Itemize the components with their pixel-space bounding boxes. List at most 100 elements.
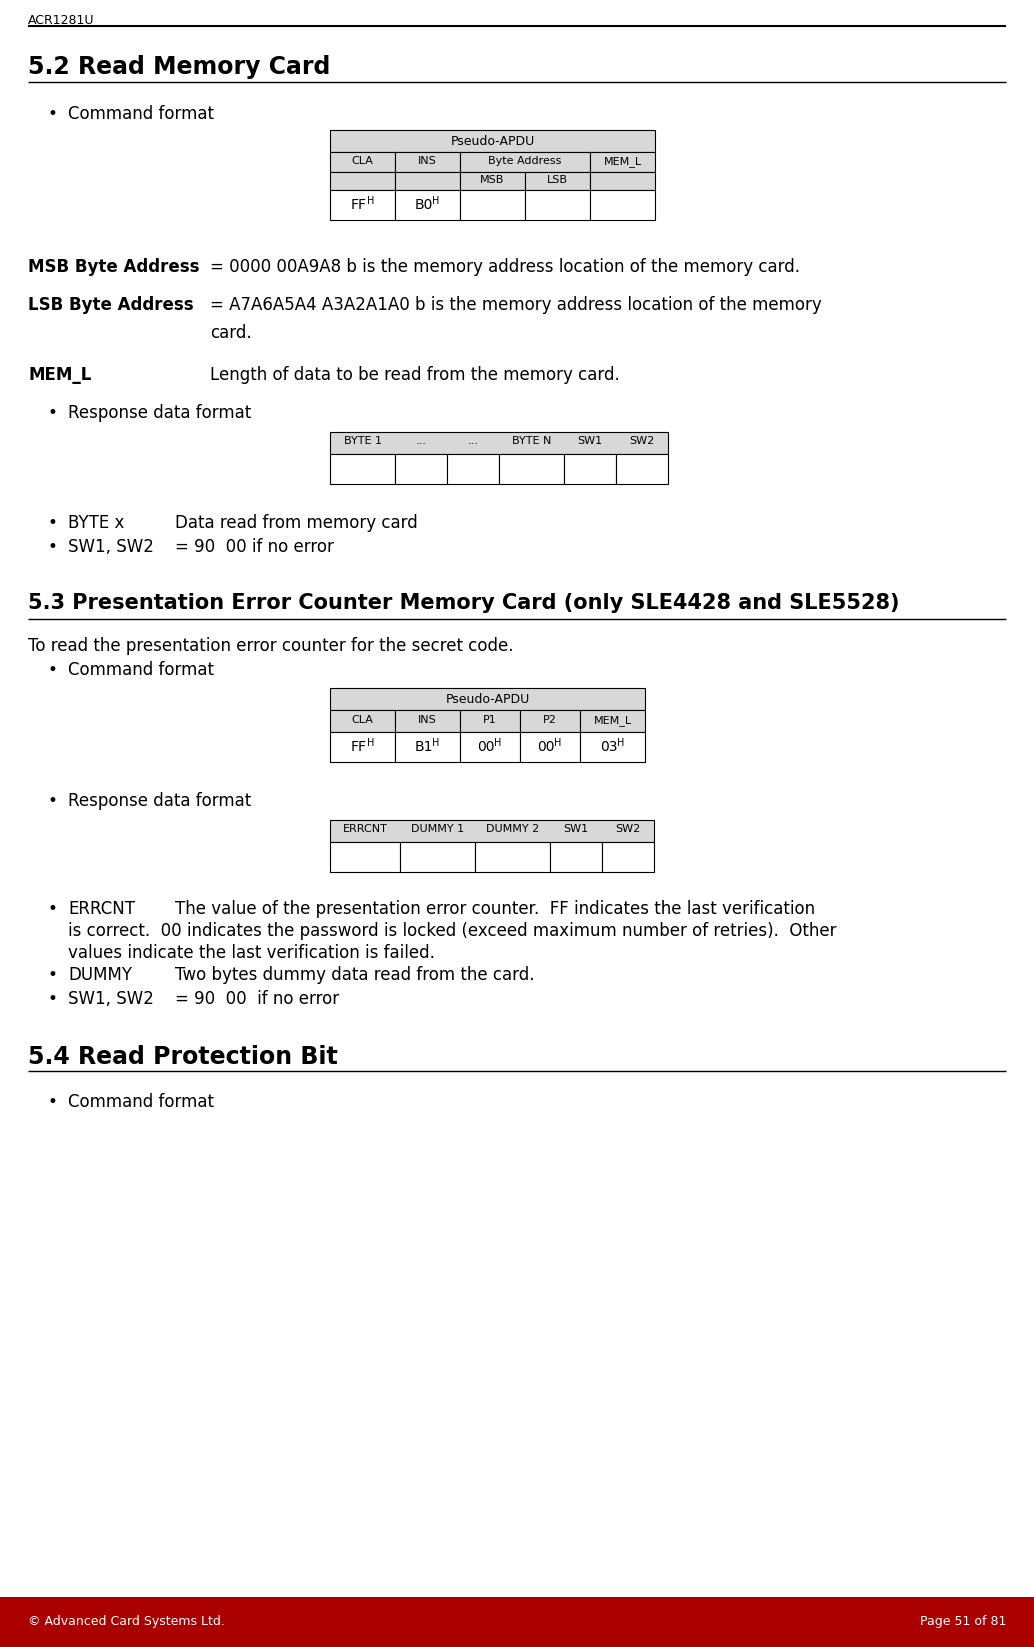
Text: •: •: [48, 514, 58, 532]
Text: © Advanced Card Systems Ltd.: © Advanced Card Systems Ltd.: [28, 1616, 224, 1629]
Text: ACR1281U: ACR1281U: [28, 15, 94, 26]
Text: H: H: [617, 738, 625, 748]
Text: Response data format: Response data format: [68, 792, 251, 810]
Bar: [564, 455, 616, 484]
Text: The value of the presentation error counter.  FF indicates the last verification: The value of the presentation error coun…: [175, 899, 815, 917]
Bar: [400, 842, 475, 871]
Bar: [520, 710, 580, 731]
Bar: [460, 171, 525, 189]
Bar: [590, 171, 655, 189]
Text: DUMMY 2: DUMMY 2: [486, 824, 539, 833]
Text: •: •: [48, 105, 58, 124]
Text: SW2: SW2: [630, 436, 655, 446]
Bar: [550, 842, 602, 871]
Text: H: H: [554, 738, 561, 748]
Bar: [395, 189, 460, 221]
Bar: [460, 152, 590, 171]
Text: B0: B0: [415, 198, 432, 212]
Text: ERRCNT: ERRCNT: [68, 899, 135, 917]
Bar: [460, 731, 520, 763]
Bar: [602, 842, 653, 871]
Text: 00: 00: [478, 740, 494, 754]
Bar: [330, 130, 655, 152]
Text: •: •: [48, 404, 58, 422]
Bar: [330, 455, 395, 484]
Text: 5.4 Read Protection Bit: 5.4 Read Protection Bit: [28, 1044, 338, 1069]
Bar: [580, 710, 645, 731]
Text: Command format: Command format: [68, 660, 214, 679]
Bar: [395, 731, 460, 763]
Bar: [330, 842, 400, 871]
Text: card.: card.: [210, 324, 251, 343]
Text: Length of data to be read from the memory card.: Length of data to be read from the memor…: [210, 366, 619, 384]
Text: Data read from memory card: Data read from memory card: [175, 514, 418, 532]
Bar: [460, 710, 520, 731]
Text: H: H: [494, 738, 501, 748]
Text: MEM_L: MEM_L: [604, 156, 641, 166]
Bar: [330, 820, 653, 842]
Text: FF: FF: [351, 740, 366, 754]
Text: 5.3 Presentation Error Counter Memory Card (only SLE4428 and SLE5528): 5.3 Presentation Error Counter Memory Ca…: [28, 593, 900, 613]
Text: CLA: CLA: [352, 715, 373, 725]
Text: Two bytes dummy data read from the card.: Two bytes dummy data read from the card.: [175, 967, 535, 983]
Text: LSB Byte Address: LSB Byte Address: [28, 296, 193, 315]
Text: MEM_L: MEM_L: [594, 715, 632, 726]
Bar: [616, 455, 668, 484]
Text: Pseudo-APDU: Pseudo-APDU: [446, 693, 529, 707]
Bar: [330, 688, 645, 710]
Text: 03: 03: [600, 740, 617, 754]
Text: •: •: [48, 539, 58, 557]
Text: H: H: [432, 738, 439, 748]
Bar: [395, 152, 460, 171]
Text: •: •: [48, 1094, 58, 1112]
Text: SW2: SW2: [615, 824, 641, 833]
Bar: [330, 189, 395, 221]
Text: DUMMY: DUMMY: [68, 967, 132, 983]
Bar: [520, 731, 580, 763]
Bar: [475, 842, 550, 871]
Text: •: •: [48, 792, 58, 810]
Text: P1: P1: [483, 715, 497, 725]
Text: •: •: [48, 660, 58, 679]
Bar: [330, 731, 395, 763]
Text: = A7A6A5A4 A3A2A1A0 b is the memory address location of the memory: = A7A6A5A4 A3A2A1A0 b is the memory addr…: [210, 296, 822, 315]
Text: •: •: [48, 990, 58, 1008]
Text: INS: INS: [418, 715, 437, 725]
Text: = 90  00  if no error: = 90 00 if no error: [175, 990, 339, 1008]
Text: Response data format: Response data format: [68, 404, 251, 422]
Text: MSB: MSB: [481, 175, 505, 184]
Text: •: •: [48, 967, 58, 983]
Text: SW1: SW1: [577, 436, 603, 446]
Text: 5.2 Read Memory Card: 5.2 Read Memory Card: [28, 54, 331, 79]
Text: Pseudo-APDU: Pseudo-APDU: [451, 135, 535, 148]
Text: SW1, SW2: SW1, SW2: [68, 539, 154, 557]
Bar: [330, 710, 395, 731]
Text: H: H: [367, 738, 374, 748]
Bar: [590, 189, 655, 221]
Text: DUMMY 1: DUMMY 1: [410, 824, 464, 833]
Text: BYTE 1: BYTE 1: [343, 436, 382, 446]
Text: Command format: Command format: [68, 1094, 214, 1112]
Text: CLA: CLA: [352, 156, 373, 166]
Text: Page 51 of 81: Page 51 of 81: [919, 1616, 1006, 1629]
Text: SW1: SW1: [564, 824, 588, 833]
Text: = 90  00 if no error: = 90 00 if no error: [175, 539, 334, 557]
Text: is correct.  00 indicates the password is locked (exceed maximum number of retri: is correct. 00 indicates the password is…: [68, 922, 837, 940]
Text: FF: FF: [351, 198, 366, 212]
Text: MEM_L: MEM_L: [28, 366, 91, 384]
Text: = 0000 00A9A8 b is the memory address location of the memory card.: = 0000 00A9A8 b is the memory address lo…: [210, 259, 800, 277]
Text: H: H: [432, 196, 439, 206]
Text: SW1, SW2: SW1, SW2: [68, 990, 154, 1008]
Text: values indicate the last verification is failed.: values indicate the last verification is…: [68, 944, 435, 962]
Text: ...: ...: [416, 436, 426, 446]
Bar: [590, 152, 655, 171]
Text: H: H: [367, 196, 374, 206]
Bar: [447, 455, 499, 484]
Text: MSB Byte Address: MSB Byte Address: [28, 259, 200, 277]
Bar: [330, 171, 395, 189]
Bar: [395, 171, 460, 189]
Bar: [395, 710, 460, 731]
Text: Command format: Command format: [68, 105, 214, 124]
Bar: [460, 189, 525, 221]
Text: ...: ...: [467, 436, 479, 446]
